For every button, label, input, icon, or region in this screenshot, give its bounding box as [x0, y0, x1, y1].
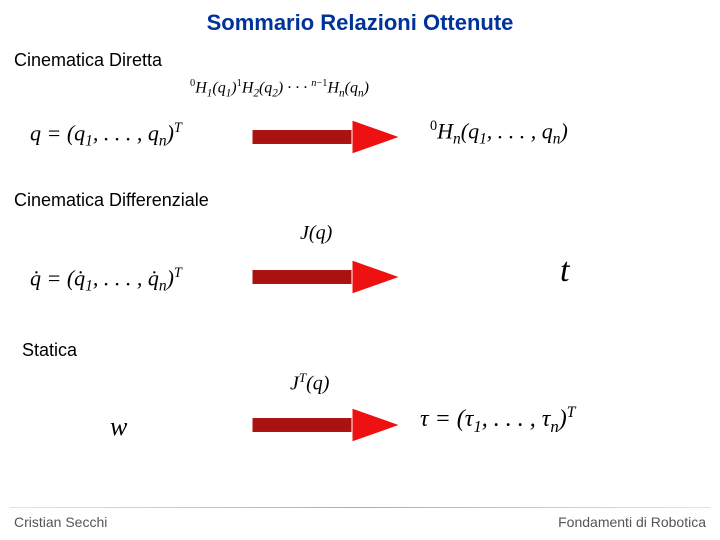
arrow-direct-kinematics: [250, 120, 400, 154]
slide-title: Sommario Relazioni Ottenute: [0, 0, 720, 36]
arrow-differential-kinematics: [250, 260, 400, 294]
arrow-icon: [250, 260, 400, 294]
math-q-vector: q = (q1, . . . , qn)T: [30, 120, 182, 151]
math-jacobian-label: J(q): [300, 222, 332, 245]
math-wrench-variable: w: [110, 412, 127, 442]
arrow-icon: [250, 120, 400, 154]
math-twist-variable: t: [560, 252, 569, 290]
math-jacobian-transpose-label: JT(q): [290, 370, 329, 396]
math-H-result: 0Hn(q1, . . . , qn): [430, 118, 568, 149]
arrow-icon: [250, 408, 400, 442]
math-tau-vector: τ = (τ1, . . . , τn)T: [420, 404, 575, 437]
arrow-statics: [250, 408, 400, 442]
footer-divider: [10, 507, 710, 508]
section-kinematics-direct: Cinematica Diretta: [14, 50, 162, 71]
math-qdot-vector: q̇ = (q̇1, . . . , q̇n)T: [30, 265, 182, 296]
section-statics: Statica: [22, 340, 77, 361]
math-chain-composition: 0H1(q1)1H2(q2) · · · n−1Hn(qn): [190, 78, 369, 100]
footer-author: Cristian Secchi: [14, 514, 107, 530]
section-kinematics-differential: Cinematica Differenziale: [14, 190, 209, 211]
footer-course: Fondamenti di Robotica: [558, 514, 706, 530]
